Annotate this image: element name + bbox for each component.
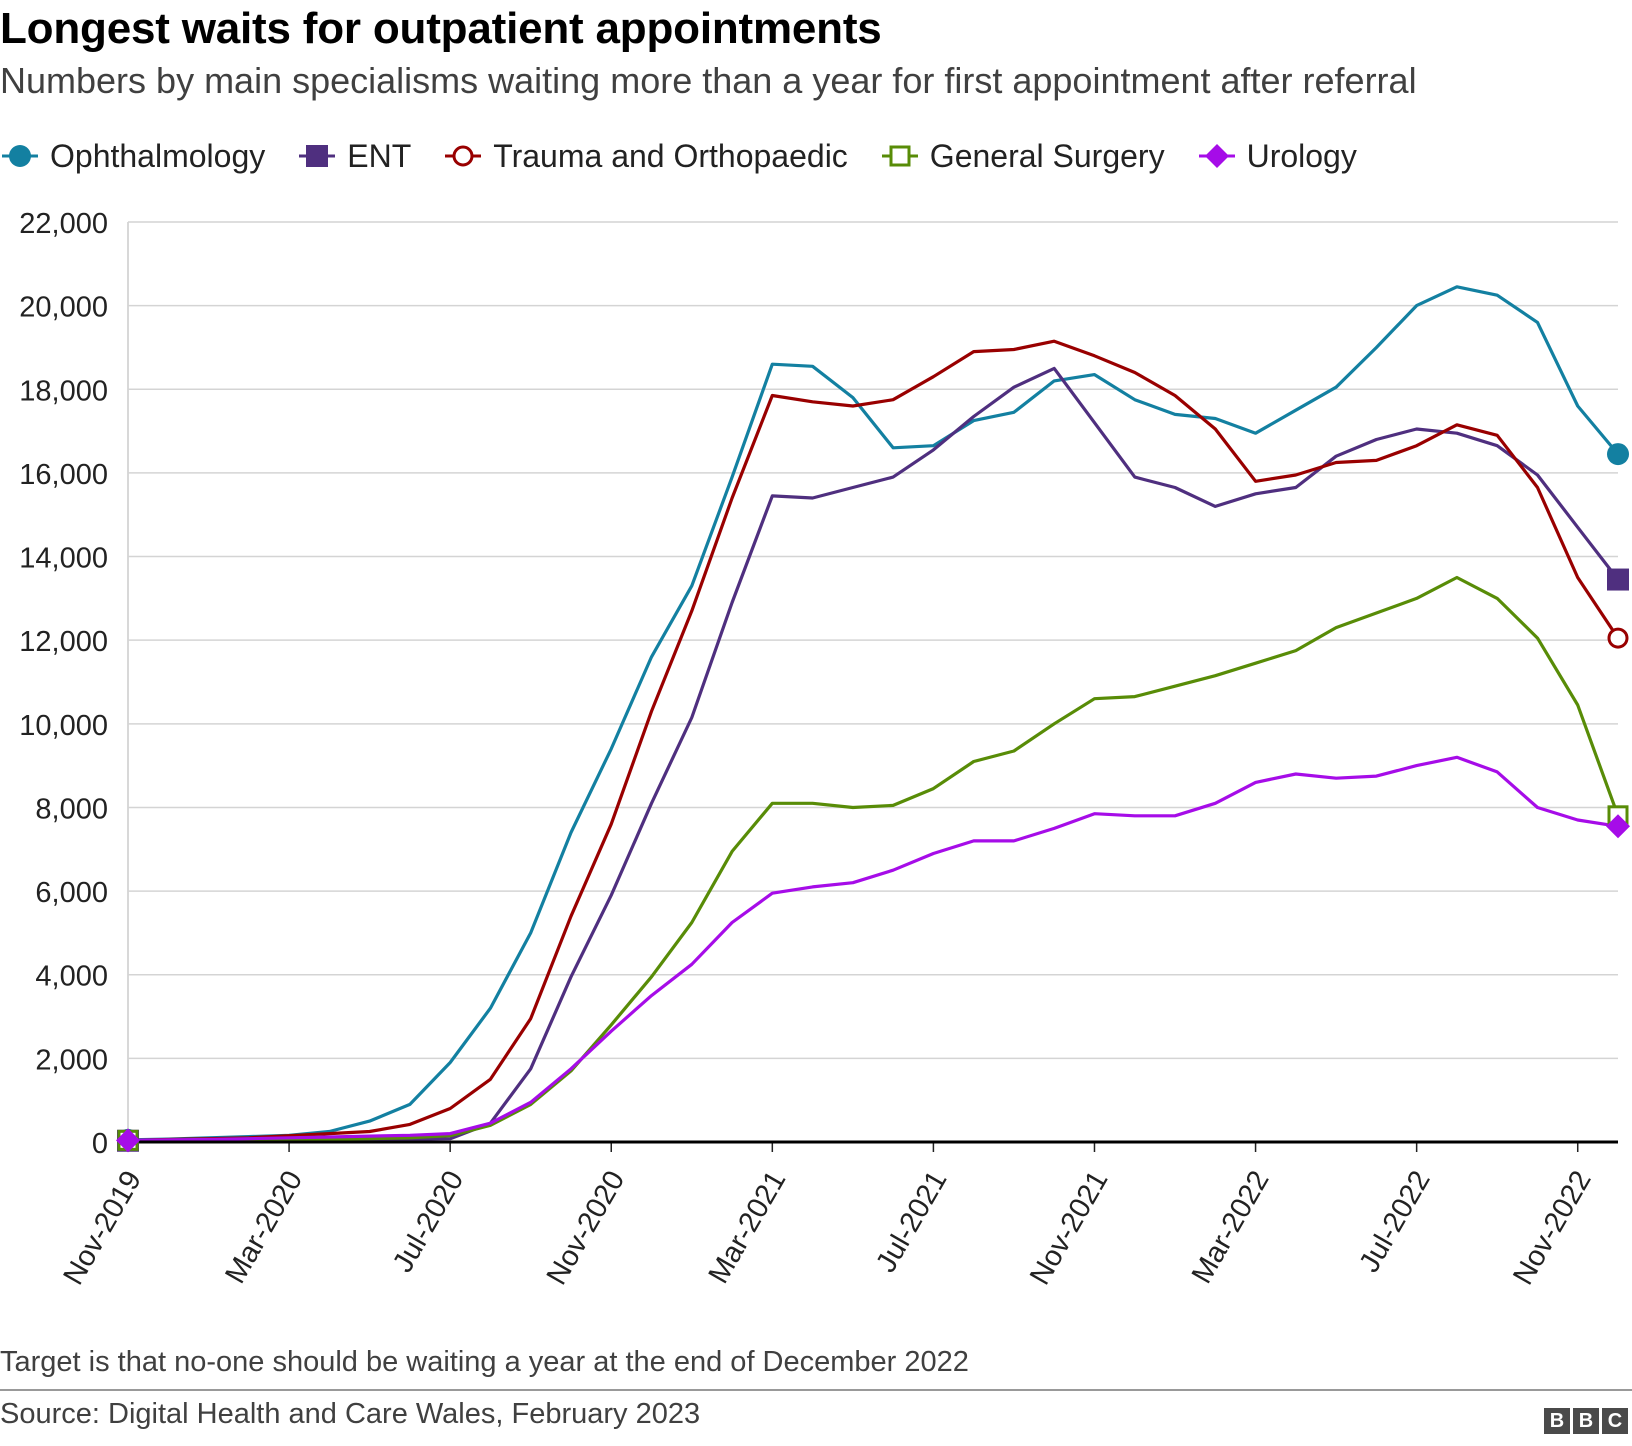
bbc-logo: B B C [1544, 1408, 1628, 1434]
legend-marker-icon [1198, 144, 1235, 168]
y-tick-label: 18,000 [19, 375, 108, 407]
x-tick-label: Mar-2021 [703, 1166, 793, 1289]
y-tick-label: 6,000 [35, 877, 108, 909]
chart-title: Longest waits for outpatient appointment… [0, 4, 882, 53]
x-tick-label: Nov-2022 [1507, 1166, 1598, 1291]
urology-start-marker [116, 1128, 140, 1153]
legend-label: General Surgery [929, 137, 1165, 174]
y-tick-label: 10,000 [19, 710, 108, 742]
footer-divider [0, 1389, 1632, 1391]
legend-marker-shape [889, 145, 911, 167]
legend-item-general-surgery: General Surgery [880, 138, 1165, 175]
legend-item-ophthalmology: Ophthalmology [0, 138, 265, 175]
series-line-trauma-and-orthopaedic [126, 339, 1620, 1142]
y-tick-label: 2,000 [35, 1044, 108, 1076]
legend-label: Trauma and Orthopaedic [493, 137, 848, 174]
y-tick-label: 16,000 [19, 459, 108, 491]
line-chart: 0 2,000 4,000 6,000 8,000 10,000 12,000 14,000 1… [19, 208, 1630, 1291]
bbc-logo-letter: B [1544, 1408, 1570, 1434]
y-tick-label: 20,000 [19, 292, 108, 324]
chart-note: Target is that no-one should be waiting … [0, 1346, 969, 1378]
chart-subtitle: Numbers by main specialisms waiting more… [0, 60, 1417, 101]
y-tick-label: 12,000 [19, 626, 108, 658]
series-line-urology [126, 755, 1620, 1142]
legend-marker-icon [445, 145, 482, 167]
legend-item-ent: ENT [297, 138, 411, 175]
series-line-ent [126, 366, 1620, 1143]
trauma-and-orthopaedic-end-marker [1607, 627, 1629, 649]
legend-item-trauma-and-orthopaedic: Trauma and Orthopaedic [443, 138, 848, 175]
x-tick-label: Mar-2022 [1186, 1166, 1276, 1289]
x-tick-label: Nov-2019 [57, 1166, 148, 1291]
legend-marker-icon [881, 145, 918, 167]
x-tick-label: Jul-2022 [1353, 1166, 1436, 1278]
x-tick-label: Nov-2021 [1024, 1166, 1115, 1291]
urology-end-marker [1606, 814, 1630, 839]
legend-marker-shape [1204, 144, 1229, 168]
ophthalmology-end-marker [1607, 443, 1629, 466]
y-tick-label: 22,000 [19, 208, 108, 240]
y-tick-label: 8,000 [35, 793, 108, 825]
source-text: Source: Digital Health and Care Wales, F… [0, 1398, 701, 1430]
chart-legend: Ophthalmology ENT Trauma and Orthopaedic Ge… [0, 136, 1389, 176]
x-tick-label: Jul-2021 [870, 1166, 953, 1278]
legend-label: ENT [347, 137, 412, 174]
bbc-logo-letter: B [1573, 1408, 1599, 1434]
legend-marker-shape [9, 145, 31, 167]
ent-end-marker [1607, 568, 1629, 591]
legend-marker-shape [452, 145, 474, 167]
y-tick-label: 0 [92, 1128, 108, 1160]
series-line-general-surgery [126, 575, 1620, 1142]
legend-marker-shape [306, 145, 329, 167]
legend-marker-icon [2, 145, 38, 167]
y-tick-label: 4,000 [35, 961, 108, 993]
x-tick-label: Nov-2020 [541, 1166, 632, 1291]
x-tick-label: Jul-2020 [387, 1166, 470, 1278]
legend-label: Ophthalmology [50, 137, 266, 174]
legend-label: Urology [1246, 137, 1357, 174]
legend-marker-icon [299, 145, 336, 167]
x-tick-label: Mar-2020 [219, 1166, 309, 1289]
bbc-logo-letter: C [1602, 1408, 1628, 1434]
series-line-ophthalmology [126, 285, 1620, 1142]
legend-item-urology: Urology [1197, 138, 1357, 175]
y-tick-label: 14,000 [19, 543, 108, 575]
